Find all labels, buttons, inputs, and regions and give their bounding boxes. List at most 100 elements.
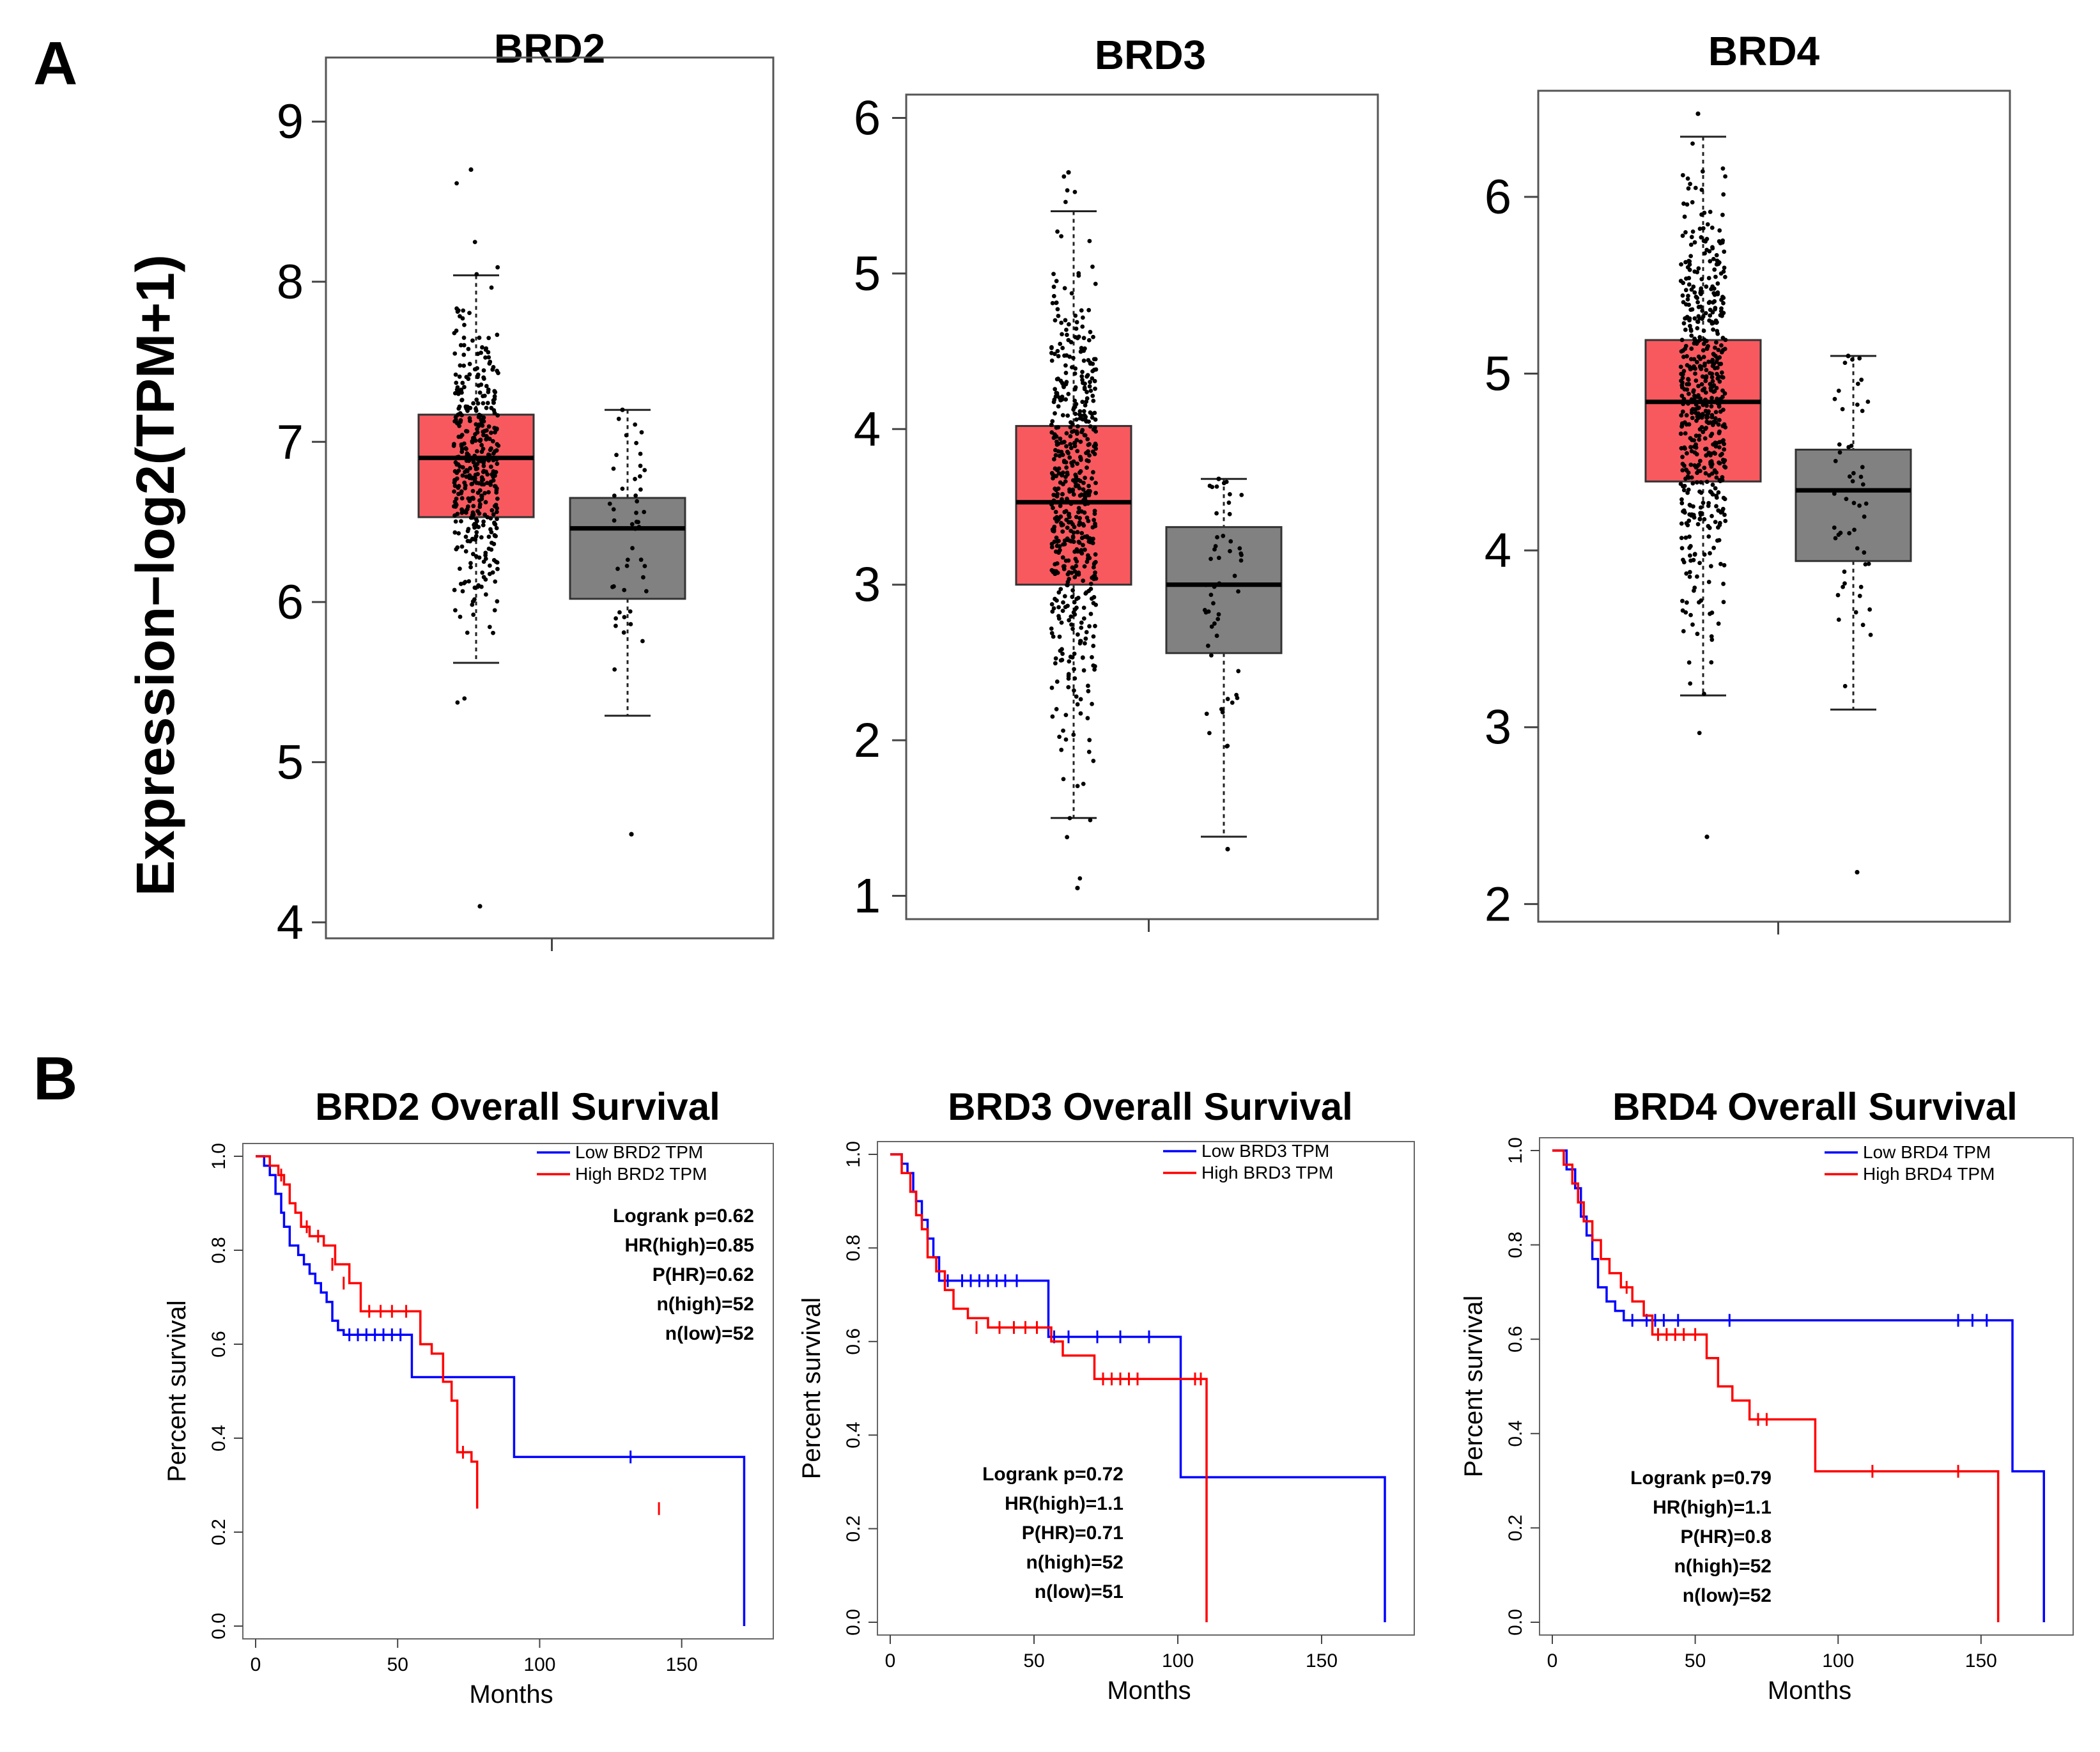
box-normal [569,497,686,600]
data-point [1061,384,1066,388]
data-point [1684,571,1689,576]
data-point [1066,558,1071,563]
data-point [477,336,482,340]
data-point [459,449,465,454]
data-point [1086,483,1091,488]
data-point [1081,481,1086,485]
data-point [456,406,461,411]
x-tick-label: 50 [1685,1650,1706,1671]
data-point [460,473,465,478]
data-point [1687,574,1692,579]
data-point [452,469,458,474]
data-point [1092,378,1097,384]
data-point [1053,562,1058,567]
data-point [1234,692,1239,697]
data-point [495,516,499,522]
data-point [1075,336,1080,341]
data-point [1702,361,1707,366]
data-point [459,398,464,403]
y-tick-label: 0.6 [843,1328,864,1355]
data-point [1056,425,1061,430]
data-point [1072,440,1077,446]
data-point [461,336,467,340]
data-point [1710,471,1715,476]
data-point [461,363,467,368]
data-point [1067,515,1072,520]
data-point [1071,407,1076,412]
y-tick-label: 0.0 [1505,1609,1526,1636]
data-point [472,525,477,530]
data-point [1073,412,1078,416]
data-point [1690,415,1695,421]
data-point [1691,389,1696,394]
data-point [1083,636,1088,641]
data-point [1700,388,1705,392]
data-point [1701,226,1706,231]
data-point [1699,480,1703,485]
data-point [1711,256,1716,261]
data-point [1081,605,1086,610]
legend-label: Low BRD4 TPM [1863,1142,1991,1162]
y-tick-label: 0.8 [843,1235,864,1262]
data-point [639,430,644,435]
data-point [1212,547,1217,552]
data-point [1049,631,1054,635]
data-point [1855,402,1860,407]
data-point [452,391,458,396]
data-point [1707,249,1712,254]
data-point [1713,416,1718,421]
data-point [454,380,459,385]
data-point [483,491,487,495]
data-point [635,499,640,504]
data-point [484,384,489,389]
data-point [1859,377,1864,382]
chart-title: BRD4 Overall Survival [1612,1085,2018,1128]
data-point [474,554,479,559]
data-point [1093,386,1097,391]
data-point [461,308,466,313]
data-point [1091,759,1096,763]
data-point [1693,185,1698,190]
data-point [1063,479,1068,484]
data-point [1858,584,1864,589]
data-point [1701,329,1706,333]
y-tick-label: 6 [854,91,881,146]
data-point [1068,425,1073,430]
data-point [1061,542,1066,547]
data-point [1084,590,1089,595]
data-point [489,285,494,290]
data-point [1054,679,1060,684]
data-point [477,502,483,507]
data-point [1083,403,1088,408]
data-point [1694,433,1699,438]
data-point [1221,481,1226,486]
data-point [479,584,484,589]
survival-curve-low [1552,1149,2045,1622]
data-point [1681,488,1687,493]
data-point [464,375,469,380]
data-point [1089,596,1094,601]
data-point [1056,486,1061,491]
data-point [452,419,458,424]
data-point [1051,272,1056,277]
data-point [1075,431,1079,435]
data-point [1685,314,1690,320]
data-point [1708,259,1713,264]
data-point [1711,352,1717,357]
data-point [1705,222,1710,227]
data-point [481,376,486,381]
data-point [1687,518,1692,523]
data-point [1065,497,1069,501]
data-point [1704,284,1709,289]
data-point [638,487,643,492]
data-point [470,436,475,440]
data-point [472,240,477,244]
data-point [458,582,463,586]
data-point [1080,315,1085,320]
data-point [1853,610,1858,615]
data-point [1847,531,1852,536]
data-point [1073,385,1078,390]
data-point [1088,380,1092,385]
data-point [474,467,479,472]
